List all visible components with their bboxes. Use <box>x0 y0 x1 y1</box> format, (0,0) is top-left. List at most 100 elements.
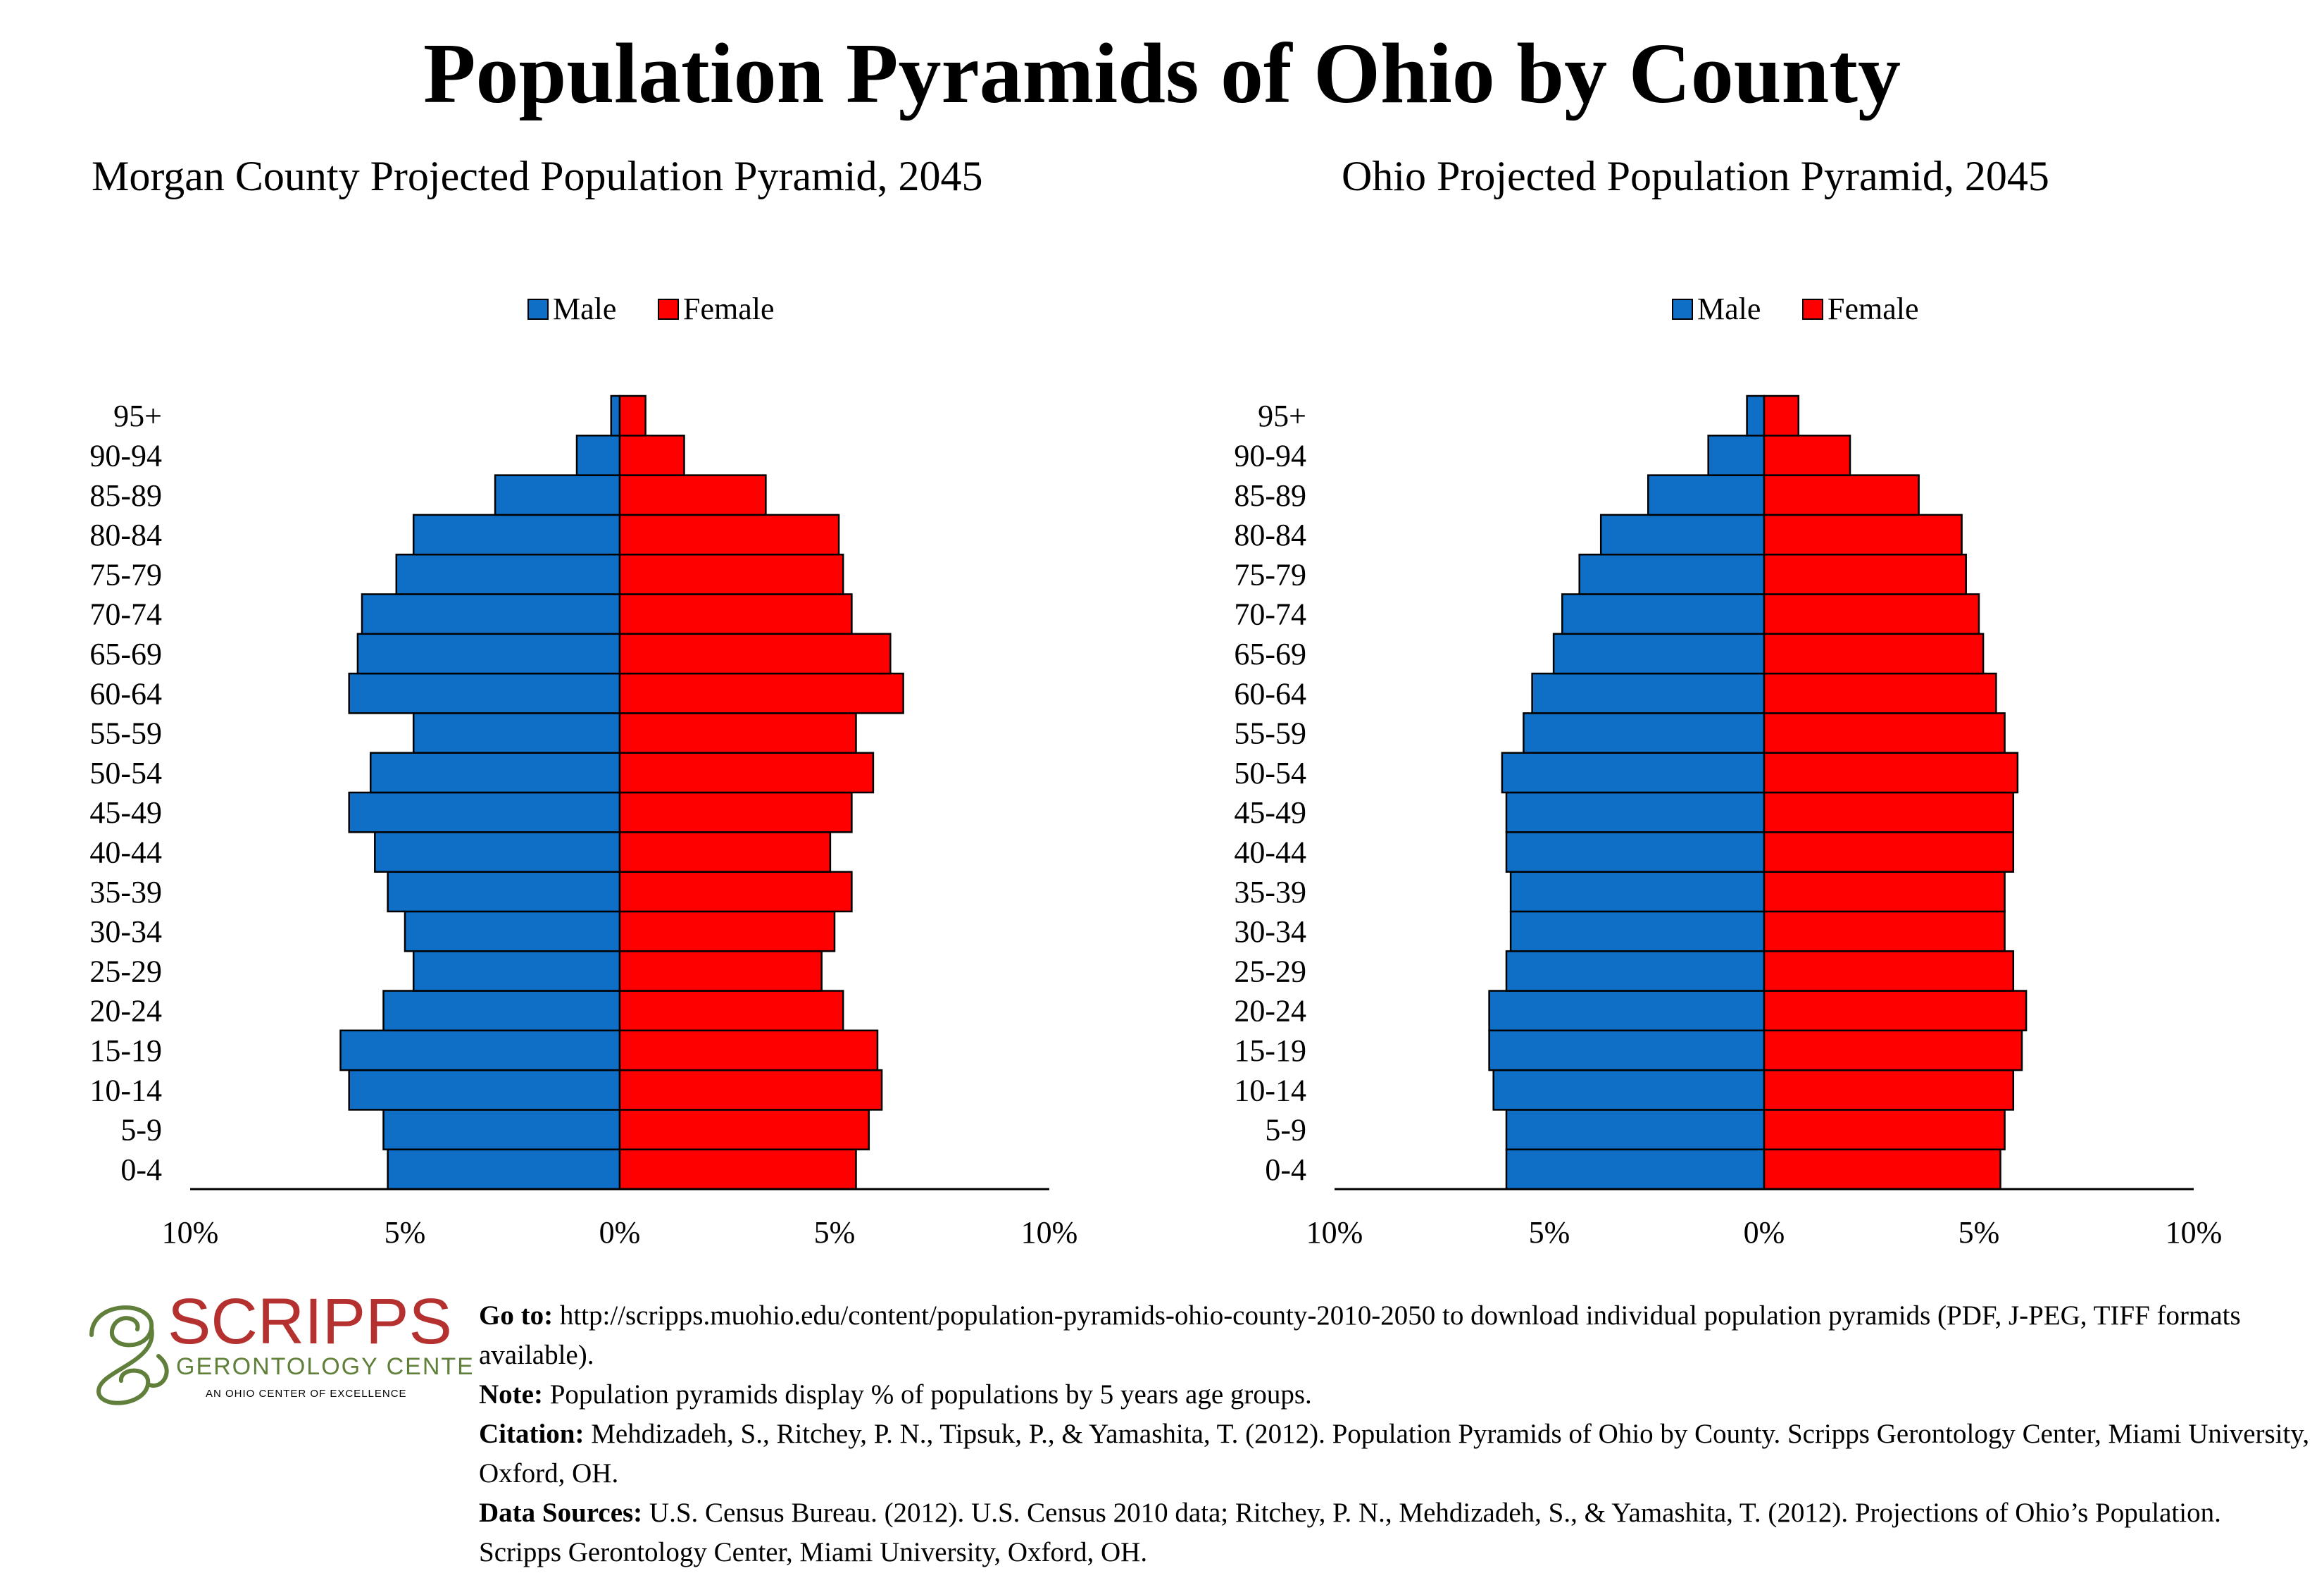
scripps-swirl-icon: SCRIPPS GERONTOLOGY CENTER AN OHIO CENTE… <box>89 1286 492 1405</box>
bar-male-70-74 <box>1561 593 1766 635</box>
age-group-label: 20-24 <box>89 994 162 1028</box>
age-group-label: 50-54 <box>89 756 162 790</box>
bar-female-35-39 <box>1763 871 2006 913</box>
legend-label-female: Female <box>1828 292 1919 326</box>
bar-female-90-94 <box>1763 435 1851 476</box>
footer-notes: Go to: http://scripps.muohio.edu/content… <box>479 1296 2310 1572</box>
bar-female-55-59 <box>1763 712 2006 754</box>
bar-female-30-34 <box>618 910 836 952</box>
age-group-label: 40-44 <box>1234 835 1306 869</box>
footer-citation: Citation: Mehdizadeh, S., Ritchey, P. N.… <box>479 1419 2310 1488</box>
chart-title: Ohio Projected Population Pyramid, 2045 <box>1342 153 2049 199</box>
age-group-label: 15-19 <box>1234 1033 1306 1068</box>
age-group-label: 70-74 <box>89 597 162 632</box>
bar-female-45-49 <box>1763 791 2015 833</box>
bar-male-25-29 <box>1505 950 1766 992</box>
age-group-label: 65-69 <box>1234 637 1306 671</box>
bar-female-20-24 <box>1763 990 2028 1032</box>
bar-male-0-4 <box>1505 1148 1766 1191</box>
bar-female-50-54 <box>618 752 875 794</box>
age-group-label: 90-94 <box>1234 438 1306 473</box>
legend-swatch-male <box>527 299 549 320</box>
page-title: Population Pyramids of Ohio by County <box>423 26 1901 121</box>
x-tick-label: 5% <box>1529 1215 1570 1250</box>
bar-male-80-84 <box>1599 514 1766 556</box>
age-group-label: 35-39 <box>1234 875 1306 909</box>
bar-male-40-44 <box>374 831 621 873</box>
bar-male-65-69 <box>356 633 621 675</box>
age-group-label: 25-29 <box>89 954 162 988</box>
bar-female-0-4 <box>618 1148 857 1191</box>
age-group-label: 50-54 <box>1234 756 1306 790</box>
age-group-label: 95+ <box>1258 399 1306 433</box>
bar-female-65-69 <box>1763 633 1985 675</box>
age-group-label: 75-79 <box>1234 557 1306 592</box>
bar-female-65-69 <box>618 633 892 675</box>
age-group-label: 15-19 <box>89 1033 162 1068</box>
legend-label-female: Female <box>683 292 775 326</box>
legend: Male Female <box>1672 292 1919 326</box>
age-group-label: 5-9 <box>1265 1113 1306 1148</box>
bar-male-55-59 <box>412 712 621 754</box>
bar-male-90-94 <box>575 435 621 476</box>
bar-female-95+ <box>618 394 646 437</box>
age-group-label: 30-34 <box>89 914 162 949</box>
bar-female-90-94 <box>618 435 685 476</box>
age-group-label: 95+ <box>113 399 162 433</box>
age-group-label: 55-59 <box>1234 716 1306 751</box>
bar-female-25-29 <box>1763 950 2015 992</box>
bar-male-70-74 <box>361 593 621 635</box>
bar-male-50-54 <box>1501 752 1766 794</box>
bar-female-55-59 <box>618 712 857 754</box>
bar-female-25-29 <box>618 950 823 992</box>
age-group-label: 5-9 <box>120 1113 162 1148</box>
bar-female-50-54 <box>1763 752 2019 794</box>
bar-female-95+ <box>1763 394 1800 437</box>
logo-name: SCRIPPS <box>168 1286 452 1357</box>
age-group-label: 10-14 <box>89 1073 162 1107</box>
bar-male-45-49 <box>348 791 621 833</box>
bar-female-80-84 <box>1763 514 1963 556</box>
x-tick-label: 10% <box>1306 1215 1363 1250</box>
age-group-label: 25-29 <box>1234 954 1306 988</box>
footer-data-sources: Data Sources: U.S. Census Bureau. (2012)… <box>479 1498 2221 1567</box>
bar-male-20-24 <box>1488 990 1766 1032</box>
logo-subtitle: GERONTOLOGY CENTER <box>176 1353 472 1380</box>
x-tick-label: 10% <box>162 1215 219 1250</box>
bar-male-90-94 <box>1707 435 1766 476</box>
bar-female-5-9 <box>618 1109 870 1150</box>
age-group-label: 80-84 <box>89 518 162 552</box>
bar-female-85-89 <box>618 474 767 516</box>
age-group-label: 20-24 <box>1234 994 1306 1028</box>
bar-female-75-79 <box>618 553 844 595</box>
bar-female-35-39 <box>618 871 853 913</box>
bar-female-5-9 <box>1763 1109 2006 1150</box>
bar-female-75-79 <box>1763 553 1967 595</box>
bar-female-70-74 <box>1763 593 1980 635</box>
bar-male-15-19 <box>339 1029 621 1071</box>
age-group-label: 35-39 <box>89 875 162 909</box>
bar-female-70-74 <box>618 593 853 635</box>
age-group-label: 45-49 <box>1234 795 1306 830</box>
legend-label-male: Male <box>553 292 616 326</box>
x-tick-label: 0% <box>1744 1215 1785 1250</box>
pyramid-svg: Ohio Projected Population Pyramid, 2045 M… <box>1234 153 2223 1250</box>
bar-male-60-64 <box>1531 672 1766 714</box>
age-group-label: 45-49 <box>89 795 162 830</box>
age-group-label: 75-79 <box>89 557 162 592</box>
x-tick-label: 0% <box>599 1215 641 1250</box>
bar-male-35-39 <box>387 871 621 913</box>
bar-female-0-4 <box>1763 1148 2001 1191</box>
x-tick-label: 5% <box>814 1215 856 1250</box>
age-group-label: 60-64 <box>1234 676 1306 711</box>
bar-female-80-84 <box>618 514 840 556</box>
bar-female-20-24 <box>618 990 844 1032</box>
x-tick-label: 10% <box>2166 1215 2223 1250</box>
bar-female-30-34 <box>1763 910 2006 952</box>
age-group-label: 90-94 <box>89 438 162 473</box>
age-group-label: 40-44 <box>89 835 162 869</box>
footer-note: Note: Population pyramids display % of p… <box>479 1379 1312 1410</box>
bar-female-85-89 <box>1763 474 1920 516</box>
age-group-label: 0-4 <box>1265 1152 1306 1187</box>
legend: Male Female <box>527 292 775 326</box>
